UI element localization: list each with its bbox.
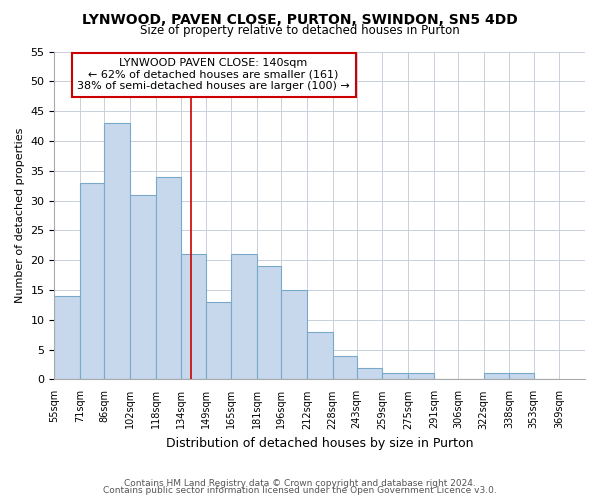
- Y-axis label: Number of detached properties: Number of detached properties: [15, 128, 25, 303]
- Bar: [80, 182, 104, 380]
- Text: LYNWOOD PAVEN CLOSE: 140sqm
← 62% of detached houses are smaller (161)
38% of se: LYNWOOD PAVEN CLOSE: 140sqm ← 62% of det…: [77, 58, 350, 92]
- Bar: [307, 332, 332, 380]
- Bar: [104, 123, 130, 380]
- Text: Size of property relative to detached houses in Purton: Size of property relative to detached ho…: [140, 24, 460, 37]
- Bar: [509, 374, 533, 380]
- Bar: [55, 296, 80, 380]
- Bar: [257, 266, 281, 380]
- Bar: [281, 290, 307, 380]
- Bar: [231, 254, 257, 380]
- Bar: [130, 194, 155, 380]
- Bar: [332, 356, 356, 380]
- Bar: [382, 374, 408, 380]
- Bar: [155, 176, 181, 380]
- X-axis label: Distribution of detached houses by size in Purton: Distribution of detached houses by size …: [166, 437, 473, 450]
- Text: Contains HM Land Registry data © Crown copyright and database right 2024.: Contains HM Land Registry data © Crown c…: [124, 478, 476, 488]
- Bar: [484, 374, 509, 380]
- Text: Contains public sector information licensed under the Open Government Licence v3: Contains public sector information licen…: [103, 486, 497, 495]
- Bar: [181, 254, 206, 380]
- Bar: [356, 368, 382, 380]
- Bar: [206, 302, 231, 380]
- Text: LYNWOOD, PAVEN CLOSE, PURTON, SWINDON, SN5 4DD: LYNWOOD, PAVEN CLOSE, PURTON, SWINDON, S…: [82, 12, 518, 26]
- Bar: [408, 374, 434, 380]
